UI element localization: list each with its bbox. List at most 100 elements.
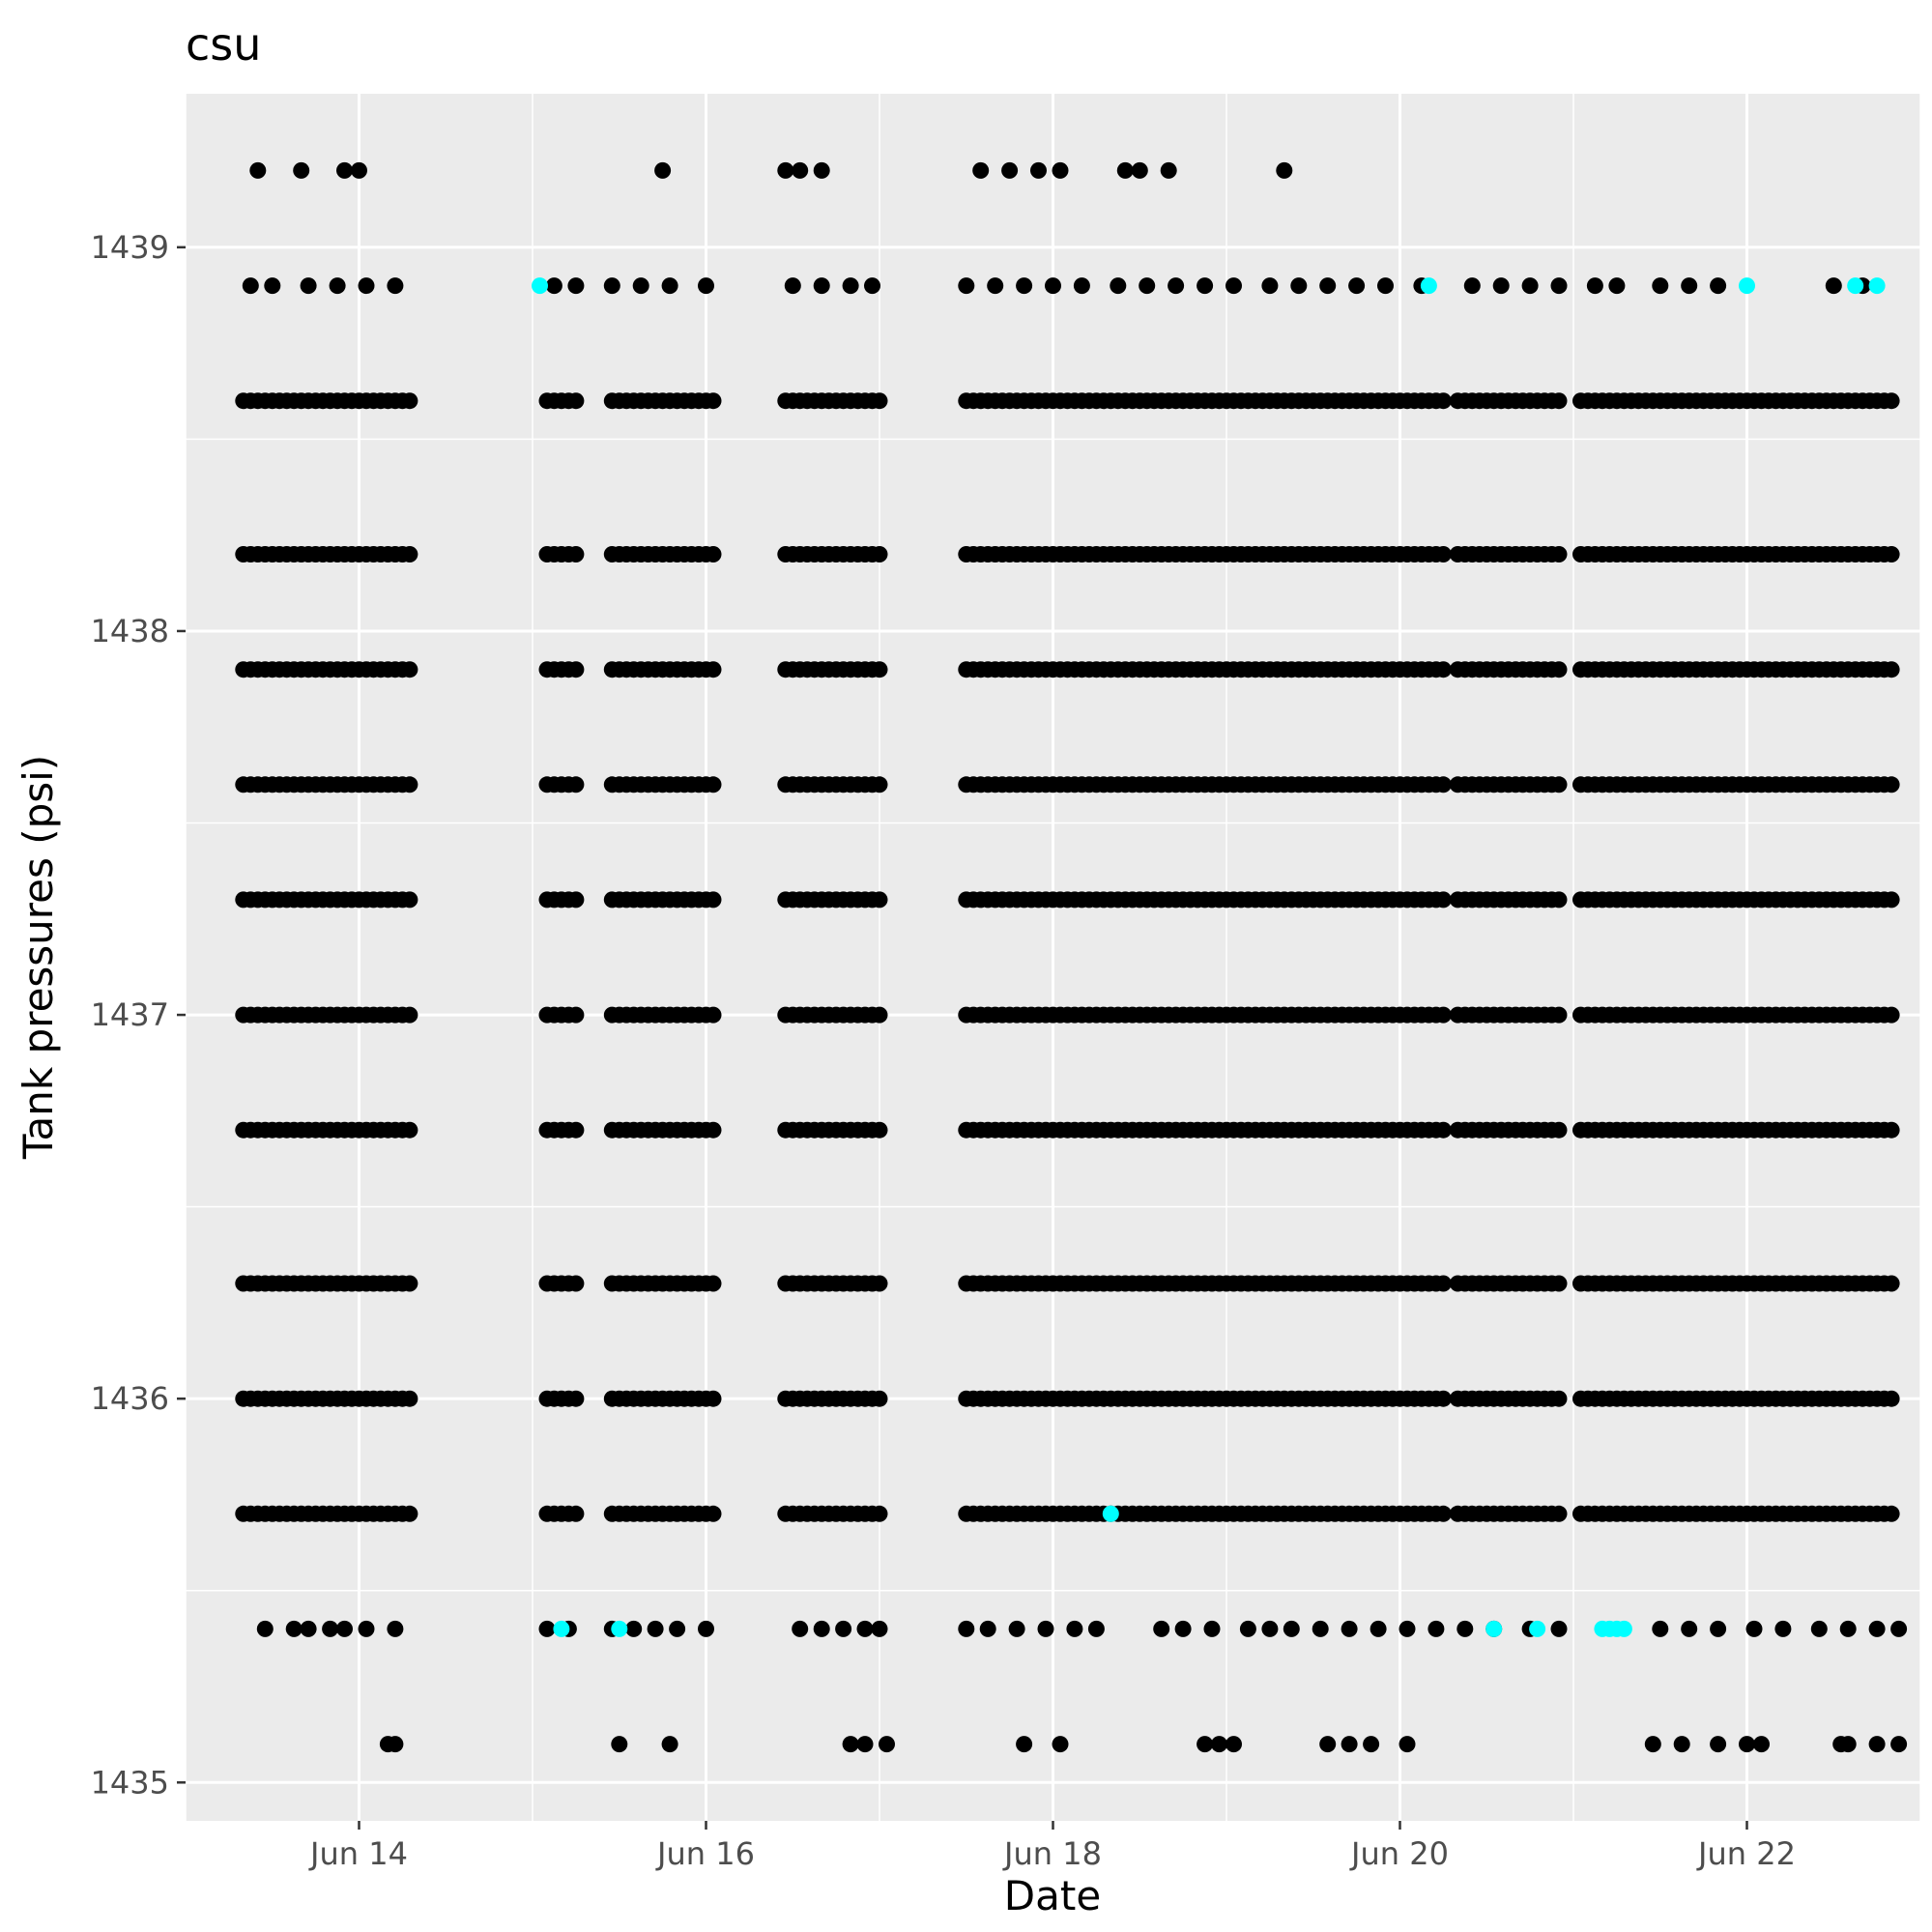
data-point: [1652, 1620, 1669, 1637]
data-point: [871, 1390, 888, 1407]
data-point: [1550, 1006, 1568, 1024]
chart-title: csu: [186, 18, 261, 71]
data-point: [611, 1620, 628, 1637]
data-point: [1883, 392, 1900, 410]
data-point: [1001, 161, 1019, 179]
data-point: [632, 277, 649, 295]
data-point: [603, 277, 620, 295]
data-point: [1016, 277, 1033, 295]
data-point: [792, 161, 809, 179]
data-point: [864, 277, 880, 295]
data-point: [1456, 1620, 1474, 1637]
data-point: [871, 1505, 888, 1522]
x-axis: Jun 14 Jun 16 Jun 18 Jun 20 Jun 22: [308, 1821, 1796, 1872]
data-point: [705, 891, 722, 908]
data-point: [654, 161, 672, 179]
data-point: [1883, 661, 1900, 678]
data-point: [1710, 1736, 1727, 1753]
data-point: [300, 277, 317, 295]
data-point: [329, 277, 346, 295]
data-point: [567, 1390, 585, 1407]
data-point: [1226, 277, 1242, 295]
data-point: [871, 1006, 888, 1024]
data-point: [661, 277, 678, 295]
data-point: [871, 392, 888, 410]
data-point: [358, 277, 375, 295]
data-point: [1521, 277, 1539, 295]
data-point: [1052, 1736, 1069, 1753]
data-point: [1492, 277, 1510, 295]
data-point: [1550, 1620, 1568, 1637]
data-point: [705, 1121, 722, 1139]
data-point: [625, 1620, 643, 1637]
data-point: [1753, 1736, 1770, 1753]
data-point: [1283, 1620, 1300, 1637]
data-point: [1261, 1620, 1279, 1637]
data-point: [705, 392, 722, 410]
data-point: [1739, 277, 1755, 295]
data-point: [1319, 1736, 1337, 1753]
data-point: [1883, 891, 1900, 908]
data-point: [1652, 277, 1669, 295]
data-point: [856, 1620, 874, 1637]
data-point: [705, 776, 722, 793]
data-point: [1102, 1505, 1119, 1522]
data-point: [567, 392, 585, 410]
data-point: [1290, 277, 1308, 295]
data-point: [1434, 1275, 1452, 1292]
data-point: [1348, 277, 1366, 295]
data-point: [813, 1620, 830, 1637]
data-point: [545, 277, 562, 295]
data-point: [249, 161, 267, 179]
data-point: [784, 277, 801, 295]
data-point: [1608, 277, 1626, 295]
data-point: [698, 1620, 714, 1637]
data-point: [777, 161, 794, 179]
data-point: [1883, 1006, 1900, 1024]
data-point: [336, 161, 353, 179]
data-point: [1363, 1736, 1380, 1753]
data-point: [1550, 1275, 1568, 1292]
data-point: [1550, 392, 1568, 410]
data-point: [1644, 1736, 1661, 1753]
data-point: [958, 1620, 975, 1637]
data-point: [1434, 891, 1452, 908]
data-point: [879, 1736, 895, 1753]
data-point: [1434, 1121, 1452, 1139]
data-point: [1420, 277, 1437, 295]
data-point: [871, 546, 888, 562]
x-tick-label: Jun 22: [1696, 1835, 1796, 1872]
data-point: [336, 1620, 353, 1637]
data-point: [567, 661, 585, 678]
data-point: [1203, 1620, 1221, 1637]
data-point: [987, 277, 1004, 295]
x-axis-title: Date: [1004, 1872, 1101, 1919]
x-tick-label: Jun 18: [1002, 1835, 1102, 1872]
data-point: [401, 1505, 418, 1522]
data-point: [1883, 1390, 1900, 1407]
y-tick-label: 1439: [91, 229, 169, 266]
data-point: [1434, 661, 1452, 678]
y-axis: 1435 1436 1437 1438 1439: [91, 229, 186, 1801]
data-point: [1160, 161, 1177, 179]
data-point: [1890, 1736, 1908, 1753]
data-point: [871, 776, 888, 793]
data-point: [871, 661, 888, 678]
data-point: [813, 277, 830, 295]
data-point: [1131, 161, 1148, 179]
data-point: [705, 1275, 722, 1292]
data-point: [300, 1620, 317, 1637]
data-point: [567, 1121, 585, 1139]
data-point: [1016, 1736, 1033, 1753]
data-point: [387, 1736, 404, 1753]
data-point: [842, 277, 859, 295]
data-point: [1745, 1620, 1763, 1637]
data-point: [661, 1736, 678, 1753]
data-point: [1073, 277, 1090, 295]
data-point: [1239, 1620, 1256, 1637]
x-tick-label: Jun 14: [308, 1835, 408, 1872]
data-point: [1139, 277, 1156, 295]
data-point: [1550, 1390, 1568, 1407]
data-point: [1810, 1620, 1828, 1637]
